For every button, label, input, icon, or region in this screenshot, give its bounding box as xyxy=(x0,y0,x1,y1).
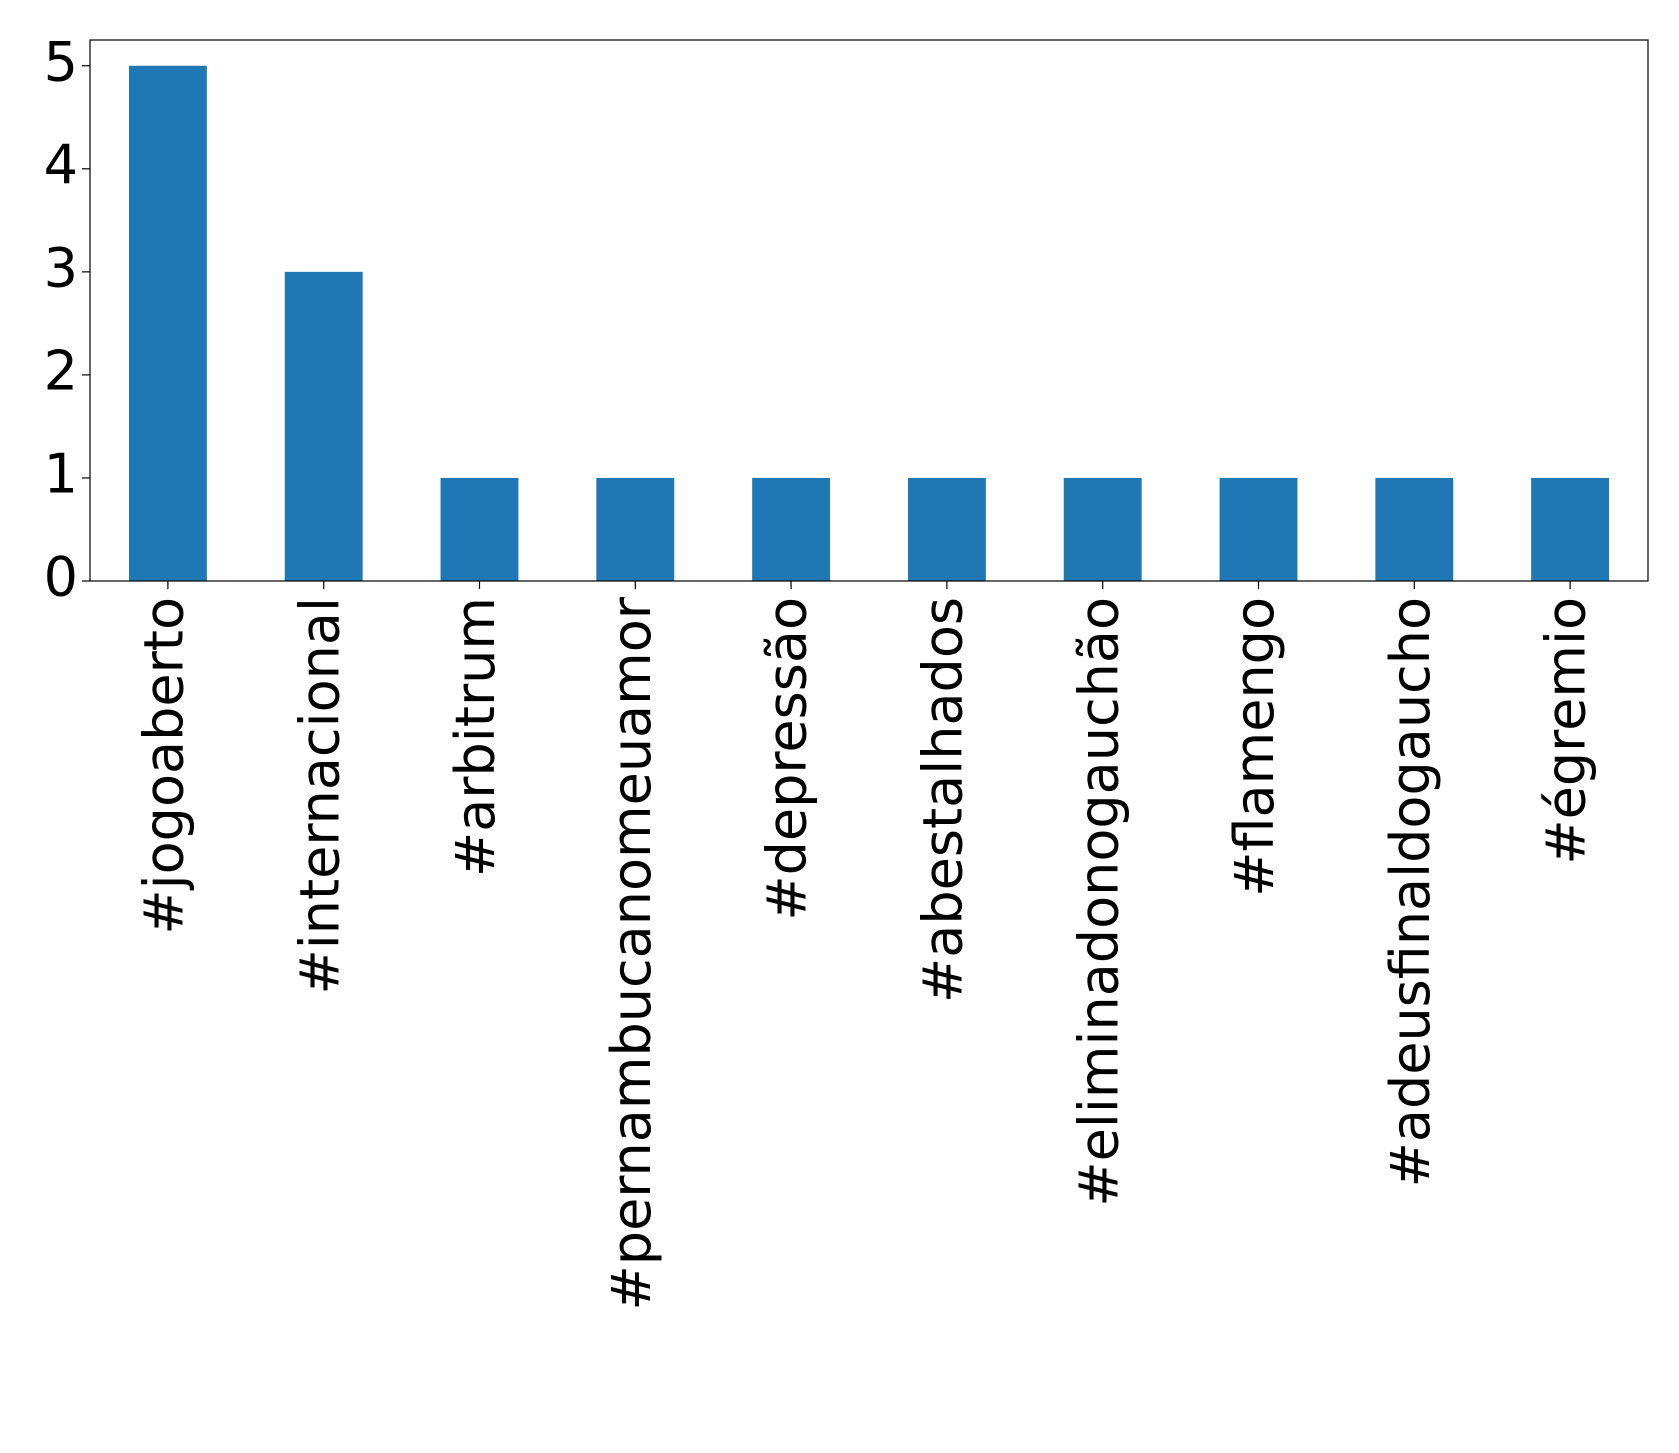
bar xyxy=(1375,477,1454,581)
bar xyxy=(128,65,207,581)
bar xyxy=(907,477,986,581)
x-tick-label: #depressão xyxy=(756,597,819,921)
y-tick-label: 0 xyxy=(44,546,78,609)
x-tick-label: #jogoaberto xyxy=(133,597,196,935)
x-tick-label: #flamengo xyxy=(1223,597,1286,897)
x-tick-label: #égremio xyxy=(1535,597,1598,865)
bar xyxy=(596,477,675,581)
y-tick-label: 5 xyxy=(44,30,78,93)
bar xyxy=(752,477,831,581)
y-tick-label: 3 xyxy=(44,236,78,299)
bar xyxy=(1219,477,1298,581)
bar xyxy=(1531,477,1610,581)
y-tick-label: 1 xyxy=(44,443,78,506)
y-tick-label: 4 xyxy=(44,133,78,196)
bar xyxy=(1063,477,1142,581)
x-tick-label: #eliminadonogauchão xyxy=(1067,597,1130,1207)
x-tick-label: #internacional xyxy=(288,597,351,995)
bar xyxy=(284,271,363,581)
x-tick-label: #adeusfinaldogaucho xyxy=(1379,597,1442,1187)
x-tick-label: #pernambucanomeuamor xyxy=(600,596,663,1310)
bar xyxy=(440,477,519,581)
plot-frame xyxy=(89,39,1649,582)
x-tick-label: #abestalhados xyxy=(912,597,975,1003)
x-tick-label: #arbitrum xyxy=(444,597,507,877)
y-tick-label: 2 xyxy=(44,340,78,403)
